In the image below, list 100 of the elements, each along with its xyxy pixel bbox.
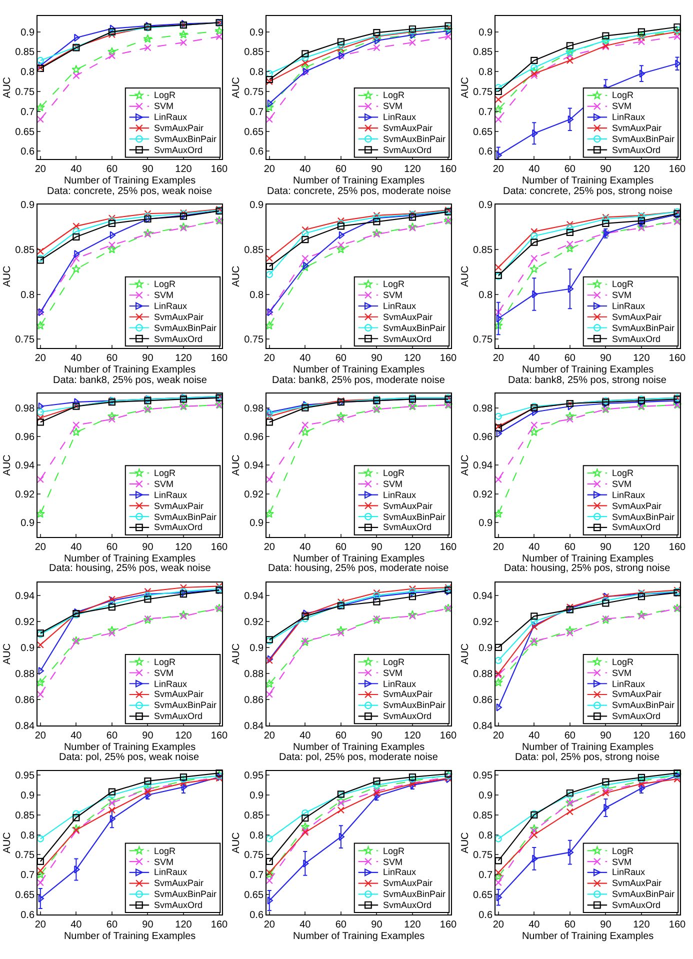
y-tick-label: 0.84 (15, 721, 35, 732)
chart-title: Data: housing, 25% pos, moderate noise (268, 563, 450, 574)
y-tick-label: 0.6 (250, 146, 264, 158)
legend-label: SvmAuxPair (612, 689, 662, 699)
y-tick-label: 0.9 (478, 200, 493, 212)
x-tick-label: 40 (300, 730, 312, 742)
x-tick-label: 160 (668, 542, 686, 553)
y-tick-label: 0.94 (15, 460, 35, 472)
y-tick-label: 0.75 (15, 334, 35, 346)
y-tick-label: 0.86 (473, 695, 493, 706)
y-tick-label: 0.84 (473, 721, 493, 732)
x-tick-label: 160 (210, 730, 228, 742)
legend-label: LinRaux (612, 112, 646, 122)
y-axis-title: AUC (2, 832, 14, 854)
x-tick-label: 120 (633, 164, 650, 176)
legend-label: SVM (383, 857, 403, 867)
x-tick-label: 40 (528, 353, 540, 364)
y-tick-label: 0.96 (244, 432, 264, 443)
legend-label: LogR (383, 90, 406, 100)
y-tick-label: 0.9 (20, 642, 35, 654)
legend-label: SvmAuxPair (154, 312, 204, 322)
y-tick-label: 0.86 (244, 695, 264, 706)
y-tick-label: 0.9 (478, 642, 493, 654)
y-tick-label: 0.92 (473, 489, 493, 500)
legend-label: SVM (154, 101, 174, 111)
x-tick-label: 60 (335, 164, 347, 176)
legend-label: SvmAuxOrd (154, 334, 203, 344)
y-tick-label: 0.8 (478, 290, 493, 301)
y-tick-label: 0.65 (473, 126, 493, 138)
legend-label: SvmAuxBinPair (612, 512, 675, 522)
legend-label: SvmAuxPair (154, 123, 204, 133)
legend-label: LogR (612, 846, 634, 856)
x-axis-title: Number of Training Examples (522, 930, 654, 942)
x-tick-label: 120 (633, 919, 650, 930)
legend-label: LinRaux (383, 301, 417, 311)
x-tick-label: 20 (492, 164, 504, 176)
x-tick-label: 160 (210, 353, 228, 364)
x-tick-label: 20 (492, 542, 504, 553)
y-tick-label: 0.85 (15, 810, 35, 822)
x-tick-label: 90 (371, 919, 383, 930)
x-tick-label: 160 (210, 919, 228, 930)
x-tick-label: 20 (34, 730, 46, 742)
legend-label: SvmAuxBinPair (154, 889, 217, 899)
y-tick-label: 0.94 (244, 590, 264, 602)
legend-label: SvmAuxBinPair (154, 512, 217, 522)
legend-label: LinRaux (612, 490, 646, 500)
legend-label: LinRaux (154, 490, 188, 500)
y-tick-label: 0.96 (15, 432, 35, 443)
legend-label: LogR (154, 279, 176, 289)
x-tick-label: 40 (300, 353, 312, 364)
y-tick-label: 0.85 (244, 810, 264, 822)
legend-label: SvmAuxOrd (612, 900, 661, 910)
y-axis-title: AUC (231, 454, 242, 476)
x-axis-title: Number of Training Examples (292, 553, 425, 564)
legend-label: SvmAuxBinPair (383, 889, 446, 899)
x-tick-label: 20 (264, 730, 276, 742)
x-tick-label: 40 (70, 164, 82, 176)
legend-label: LogR (154, 846, 176, 856)
y-tick-label: 0.9 (478, 790, 493, 802)
x-tick-label: 40 (300, 542, 312, 553)
x-tick-label: 120 (633, 542, 650, 553)
legend-label: SvmAuxOrd (383, 900, 432, 910)
legend-label: SvmAuxPair (612, 501, 662, 511)
legend-label: SVM (383, 101, 403, 111)
legend-label: LogR (612, 90, 634, 100)
y-tick-label: 0.94 (244, 460, 264, 472)
y-tick-label: 0.9 (478, 27, 493, 38)
legend-label: SvmAuxOrd (612, 145, 661, 155)
legend-label: SVM (154, 668, 174, 678)
legend-label: SvmAuxBinPair (612, 889, 675, 899)
x-tick-label: 20 (34, 919, 46, 930)
y-tick-label: 0.7 (20, 870, 35, 882)
chart-title: Data: bank8, 25% pos, moderate noise (272, 375, 446, 386)
legend-label: LogR (154, 657, 176, 667)
x-axis-title: Number of Training Examples (64, 176, 196, 187)
x-tick-label: 120 (404, 164, 422, 176)
legend-label: LinRaux (383, 112, 417, 122)
legend-label: SvmAuxPair (383, 878, 433, 888)
y-tick-label: 0.6 (478, 146, 493, 158)
y-tick-label: 0.92 (473, 616, 493, 628)
y-tick-label: 0.85 (244, 244, 264, 256)
x-tick-label: 90 (142, 164, 154, 176)
x-tick-label: 40 (528, 164, 540, 176)
legend-label: SvmAuxBinPair (383, 700, 446, 710)
x-tick-label: 60 (106, 353, 118, 364)
legend-label: SvmAuxBinPair (154, 134, 217, 144)
x-tick-label: 90 (600, 730, 612, 742)
x-tick-label: 40 (70, 542, 82, 553)
y-axis-title: AUC (2, 266, 14, 287)
y-axis-title: AUC (231, 76, 242, 98)
y-tick-label: 0.92 (244, 489, 264, 500)
x-tick-label: 60 (106, 542, 118, 553)
x-tick-label: 60 (335, 919, 347, 930)
y-tick-label: 0.75 (15, 850, 35, 862)
legend-label: SvmAuxPair (154, 501, 204, 511)
x-tick-label: 60 (564, 164, 576, 176)
x-tick-label: 160 (668, 919, 686, 930)
x-tick-label: 60 (335, 353, 347, 364)
chart-title: Data: bank8, 25% pos, weak noise (53, 375, 208, 386)
legend-label: SvmAuxPair (383, 689, 433, 699)
